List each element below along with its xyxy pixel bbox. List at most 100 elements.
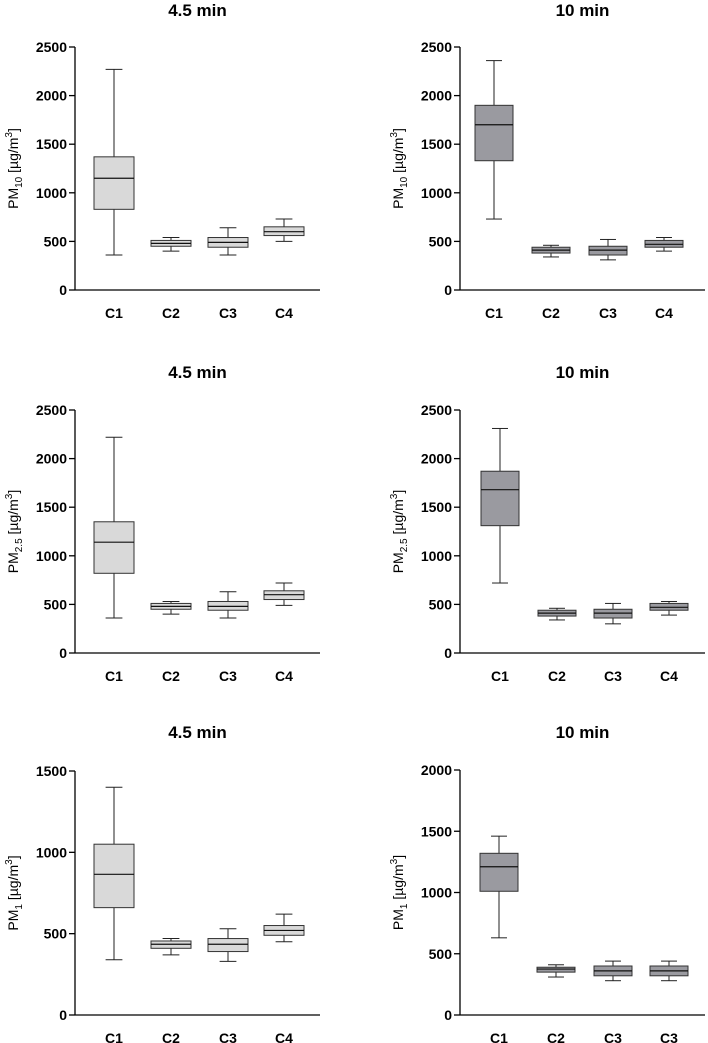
box-C1: C1: [480, 427, 520, 684]
y-tick-label: 0: [444, 282, 452, 298]
x-tick-label: C3: [219, 668, 237, 684]
box-C3: C3: [207, 591, 249, 684]
x-tick-label: C1: [490, 1030, 508, 1043]
panel-6: 10 min 0 500 1000 1500 2000 PM1 [µg/m3] C1 C2 C3 C…: [389, 723, 705, 1043]
x-tick-label: C3: [219, 1030, 237, 1043]
box-C2: C2: [150, 600, 192, 684]
panel-1: 4.5 min 0 500 1000 1500 2000 2500 PM10 [µg/m3] C…: [4, 1, 320, 321]
panel-5: 4.5 min 0 500 1000 1500 PM1 [µg/m3] C1 C2 C3 C4: [4, 723, 320, 1043]
box-C4: C4: [649, 600, 689, 684]
box-C4: C4: [263, 582, 305, 684]
y-tick-label: 2000: [36, 451, 67, 467]
x-tick-label: C4: [275, 305, 293, 321]
x-tick-label: C4: [275, 1030, 293, 1043]
panel-title: 10 min: [556, 1, 610, 20]
y-tick-label: 2500: [421, 39, 452, 55]
y-tick-label: 500: [429, 946, 453, 962]
y-tick-label: 0: [444, 1007, 452, 1023]
box-C3: C3: [588, 238, 628, 321]
y-axis-label: PM1 [µg/m3]: [389, 855, 410, 930]
box-C2: C2: [150, 237, 192, 321]
x-tick-label: C1: [105, 305, 123, 321]
x-tick-label: C1: [105, 1030, 123, 1043]
y-tick-label: 1500: [421, 136, 452, 152]
box-C3: C3: [207, 928, 249, 1043]
y-tick-label: 1000: [421, 885, 452, 901]
x-tick-label: C4: [655, 305, 673, 321]
y-tick-label: 0: [59, 282, 67, 298]
x-tick-label: C3: [599, 305, 617, 321]
y-tick-label: 500: [44, 596, 68, 612]
x-tick-label: C2: [547, 1030, 565, 1043]
y-tick-label: 1500: [421, 823, 452, 839]
box-C1: C1: [93, 436, 135, 684]
panel-3: 4.5 min 0 500 1000 1500 2000 2500 PM2.5 [µg/m3]…: [4, 363, 320, 684]
y-tick-label: 2000: [421, 451, 452, 467]
iqr-box: [479, 852, 519, 892]
y-tick-label: 2500: [36, 402, 67, 418]
box-C1: C1: [474, 60, 514, 321]
y-tick-label: 1500: [36, 136, 67, 152]
box-C4: C4: [644, 237, 684, 321]
x-tick-label: C3: [219, 305, 237, 321]
y-tick-label: 500: [44, 926, 68, 942]
y-tick-label: 1000: [421, 548, 452, 564]
y-tick-label: 2000: [421, 762, 452, 778]
box-C2: C2: [537, 607, 577, 684]
x-tick-label: C3: [604, 668, 622, 684]
box-C3: C3: [593, 960, 633, 1043]
y-axis-label: PM2.5 [µg/m3]: [389, 490, 410, 574]
panel-title: 4.5 min: [168, 363, 227, 382]
box-C3: C3: [207, 227, 249, 321]
x-tick-label: C1: [485, 305, 503, 321]
panel-4: 10 min 0 500 1000 1500 2000 2500 PM2.5 [µg/m3] C…: [389, 363, 705, 684]
y-tick-label: 500: [44, 233, 68, 249]
panel-title: 4.5 min: [168, 1, 227, 20]
y-tick-label: 2000: [421, 88, 452, 104]
y-tick-label: 1500: [36, 763, 67, 779]
y-tick-label: 1000: [36, 548, 67, 564]
iqr-box: [536, 966, 576, 973]
y-tick-label: 2500: [36, 39, 67, 55]
box-C1: C1: [479, 835, 519, 1043]
x-tick-label: C2: [548, 668, 566, 684]
box-C1: C1: [93, 68, 135, 321]
y-tick-label: 1000: [36, 844, 67, 860]
x-tick-label: C1: [491, 668, 509, 684]
y-tick-label: 500: [429, 233, 453, 249]
x-tick-label: C2: [542, 305, 560, 321]
x-tick-label: C2: [162, 305, 180, 321]
panel-title: 10 min: [556, 363, 610, 382]
y-tick-label: 0: [444, 645, 452, 661]
y-tick-label: 0: [59, 1007, 67, 1023]
iqr-box: [474, 104, 514, 162]
y-tick-label: 0: [59, 645, 67, 661]
y-tick-label: 2000: [36, 88, 67, 104]
x-tick-label: C3: [604, 1030, 622, 1043]
iqr-box: [93, 521, 135, 574]
y-axis-label: PM2.5 [µg/m3]: [4, 490, 25, 574]
box-C4: C4: [263, 913, 305, 1043]
y-tick-label: 1500: [421, 499, 452, 515]
y-tick-label: 1000: [421, 185, 452, 201]
x-tick-label: C4: [275, 668, 293, 684]
y-axis-label: PM10 [µg/m3]: [4, 128, 25, 209]
y-tick-label: 500: [429, 596, 453, 612]
x-tick-label: C4: [660, 668, 678, 684]
box-C2: C2: [150, 938, 192, 1043]
x-tick-label: C2: [162, 668, 180, 684]
box-C2: C2: [531, 244, 571, 321]
y-axis-label: PM1 [µg/m3]: [4, 855, 25, 930]
iqr-box: [207, 938, 249, 953]
box-C1: C1: [93, 786, 135, 1043]
iqr-box: [480, 470, 520, 527]
iqr-box: [93, 156, 135, 210]
box-C4: C4: [263, 218, 305, 321]
box-C3: C3: [649, 960, 689, 1043]
panel-title: 10 min: [556, 723, 610, 742]
panel-2: 10 min 0 500 1000 1500 2000 2500 PM10 [µg/m3] C1…: [389, 1, 705, 321]
y-axis-label: PM10 [µg/m3]: [389, 128, 410, 209]
x-tick-label: C1: [105, 668, 123, 684]
box-C2: C2: [536, 964, 576, 1043]
